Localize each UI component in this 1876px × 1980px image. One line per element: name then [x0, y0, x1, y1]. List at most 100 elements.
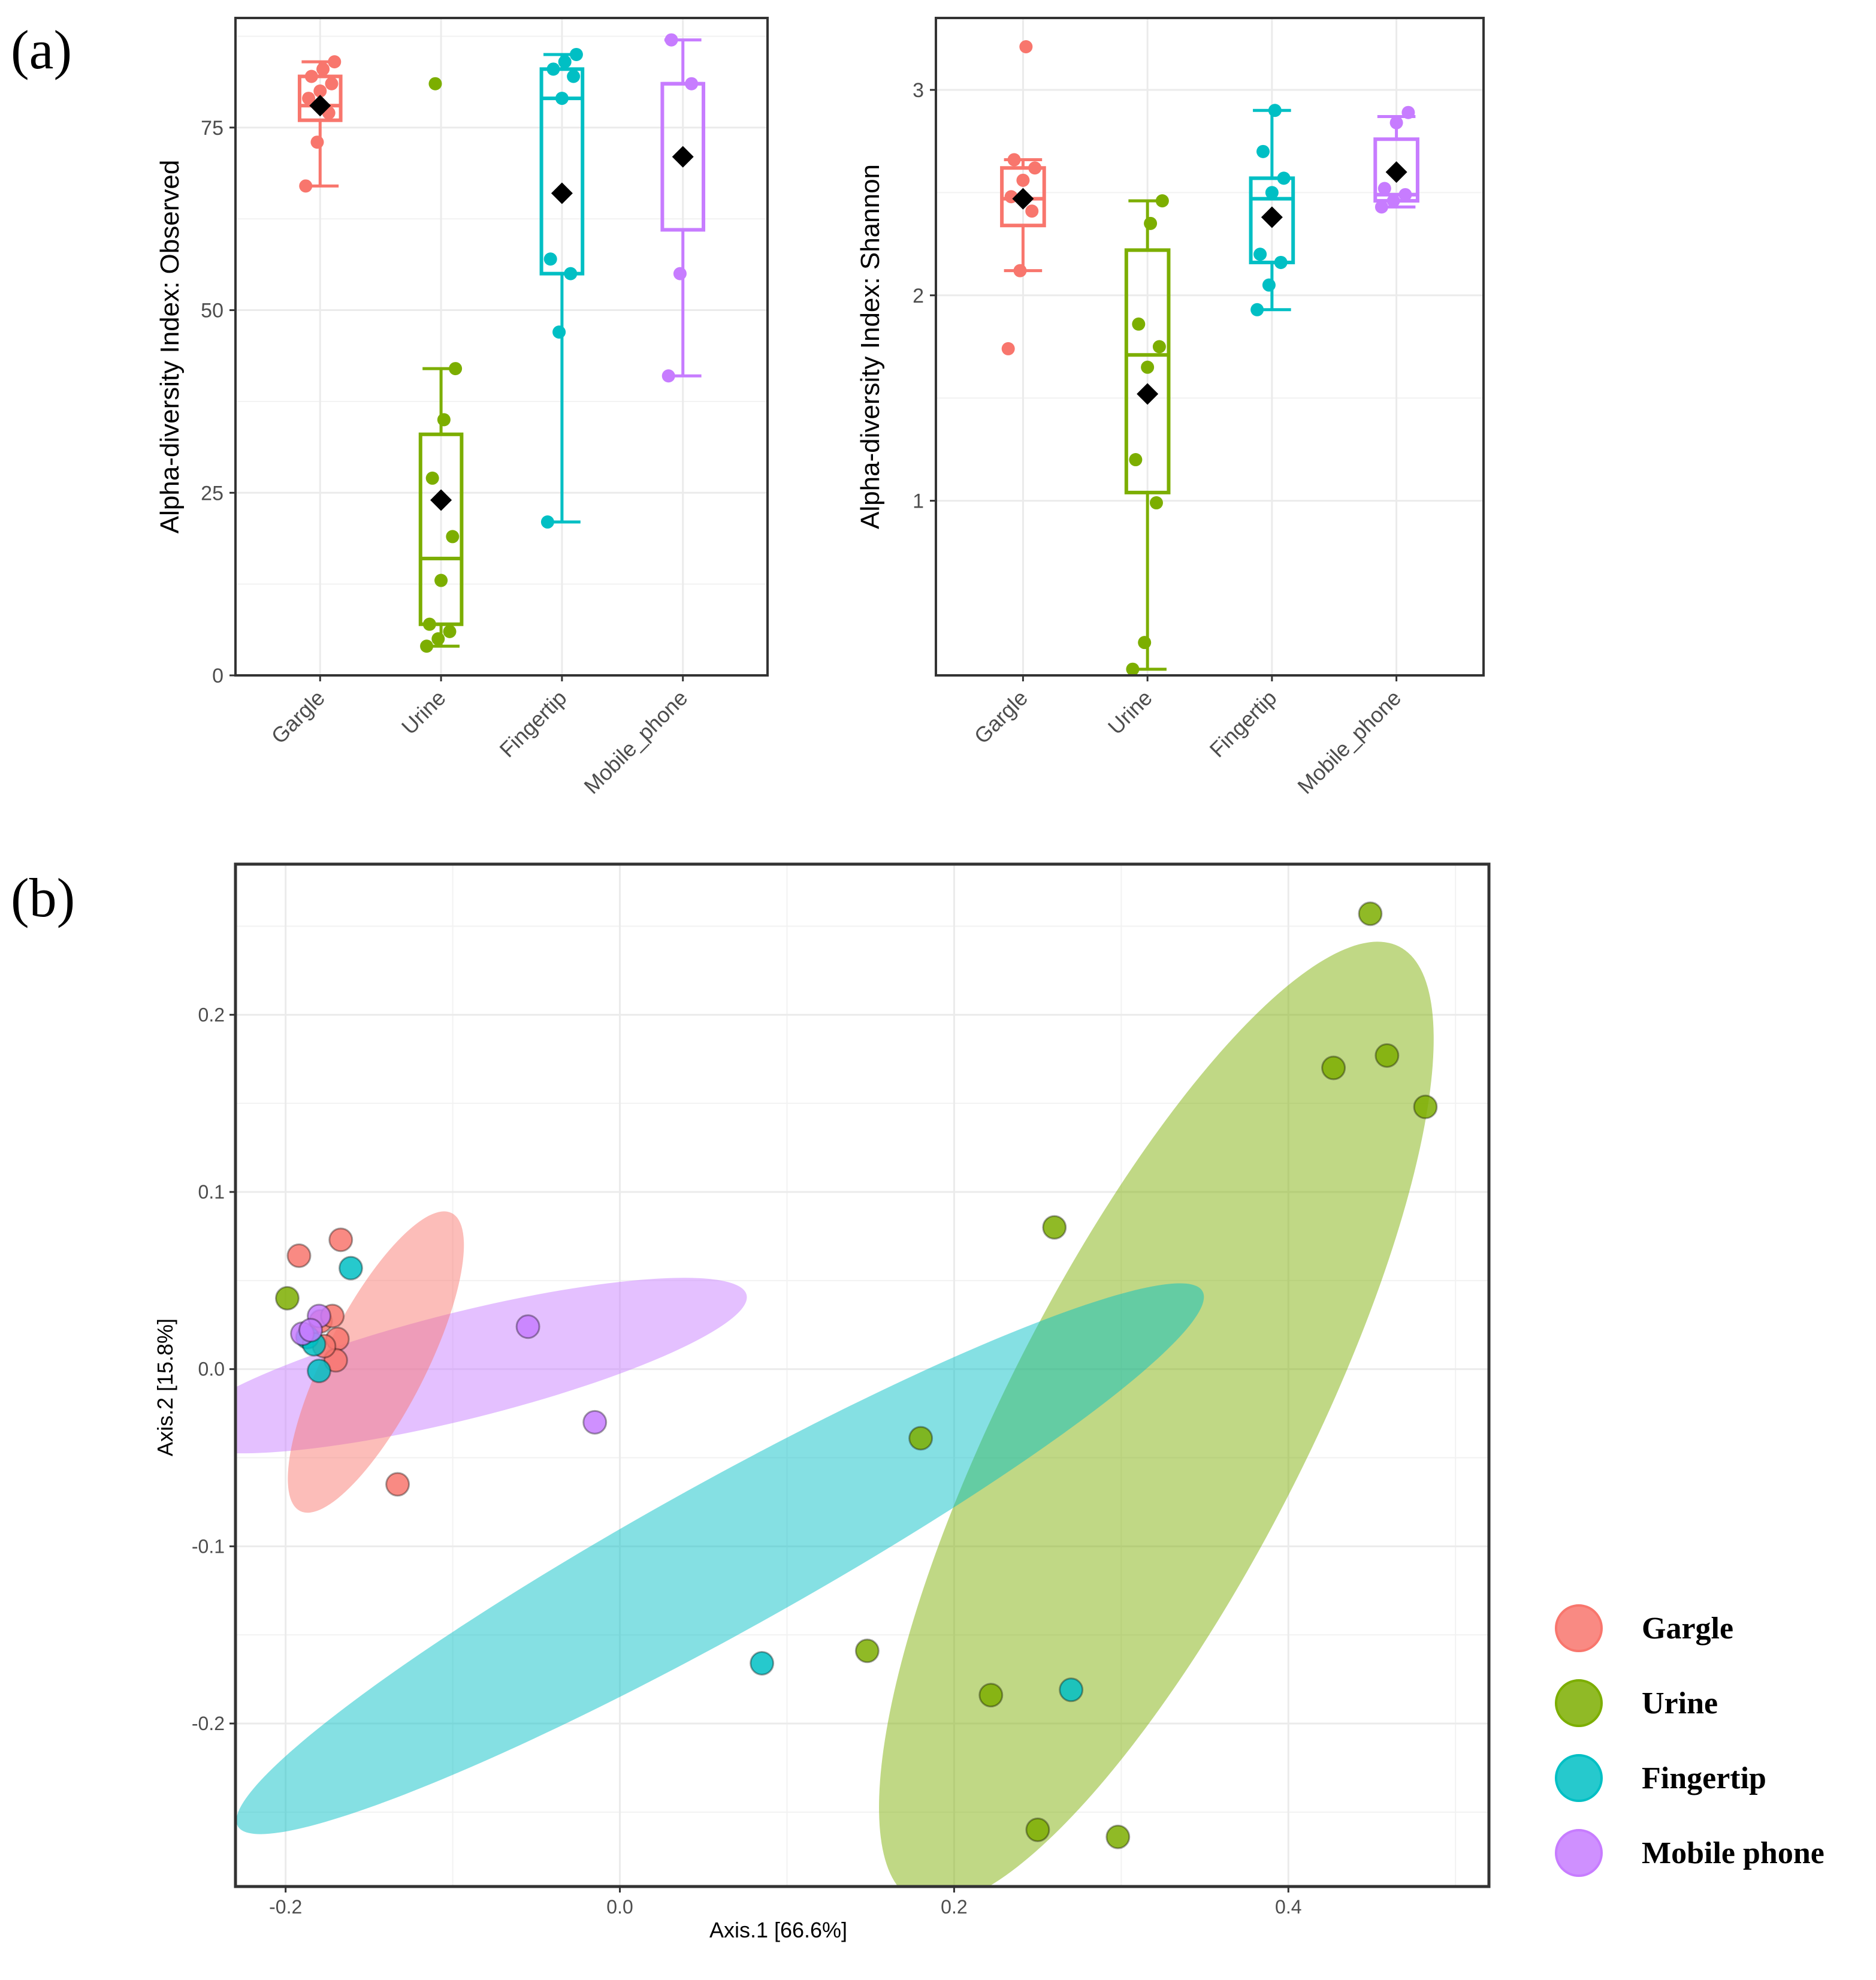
- data-point: [1268, 104, 1282, 117]
- point-urine: [1413, 1094, 1438, 1119]
- data-point: [664, 33, 678, 47]
- ellipse-fingertip: [236, 1283, 1204, 1834]
- y-tick-label: 0.1: [198, 1181, 225, 1203]
- mean-marker: [1261, 206, 1283, 228]
- x-tick-label: Gargle: [969, 686, 1032, 748]
- legend-key-mobile-phone: [1555, 1829, 1603, 1877]
- data-point: [443, 624, 457, 638]
- point-fingertip: [750, 1650, 775, 1676]
- point-urine: [274, 1285, 300, 1311]
- data-point: [661, 369, 675, 383]
- data-point: [302, 92, 316, 105]
- data-point: [1377, 182, 1391, 195]
- data-point: [558, 55, 572, 69]
- point-urine: [908, 1426, 934, 1451]
- data-point: [313, 84, 327, 98]
- point-urine: [854, 1638, 880, 1664]
- data-point: [1149, 496, 1163, 510]
- chart-pcoa: -0.2 0.0 0.2 0.4 -0.2 -0.1 0.0 0.1 0.2 Axis.1 [66…: [153, 862, 1491, 1942]
- plot-frame: [234, 862, 1491, 1888]
- y-tick-label: 25: [201, 482, 223, 505]
- x-tick-label: Mobile_phone: [579, 686, 692, 799]
- data-point: [1007, 153, 1021, 167]
- data-point: [1019, 40, 1033, 53]
- data-point: [1141, 360, 1155, 374]
- box-iqr: [1249, 176, 1295, 264]
- point-fingertip: [306, 1359, 331, 1384]
- data-point: [1265, 186, 1279, 200]
- x-tick-label: Mobile_phone: [1292, 686, 1406, 799]
- data-point: [540, 515, 554, 529]
- box-urine: [418, 77, 464, 653]
- y-tick-label: 0.0: [198, 1359, 225, 1380]
- data-point: [316, 62, 330, 76]
- data-point: [543, 252, 557, 266]
- point-mobile-phone: [515, 1314, 540, 1339]
- data-point: [685, 77, 699, 90]
- plot-frame: [935, 17, 1485, 677]
- box-gargle: [1000, 40, 1046, 355]
- box-iqr: [1124, 248, 1171, 494]
- box-iqr: [1000, 166, 1046, 228]
- x-tick-label: Gargle: [267, 686, 330, 748]
- x-tick-label: Urine: [1103, 686, 1157, 740]
- box-mobile-phone: [1373, 105, 1419, 214]
- data-point: [434, 574, 448, 587]
- data-point: [1028, 161, 1042, 175]
- mean-marker: [309, 95, 331, 117]
- data-point: [1253, 248, 1267, 261]
- point-urine: [1025, 1817, 1050, 1842]
- chart-observed: 0 25 50 75 Gargle Urine Fingertip Mobile_phone A…: [155, 17, 769, 799]
- point-gargle: [328, 1227, 354, 1252]
- y-tick-label: 75: [201, 117, 223, 140]
- y-axis-title: Axis.2 [15.8%]: [153, 1318, 177, 1456]
- x-tick-label: Urine: [397, 686, 451, 740]
- point-mobile-phone: [298, 1318, 324, 1343]
- legend-label-urine: Urine: [1642, 1686, 1718, 1721]
- mean-marker: [430, 489, 452, 511]
- data-point: [304, 70, 318, 83]
- point-fingertip: [338, 1255, 363, 1281]
- legend-key-urine: [1555, 1679, 1603, 1727]
- data-point: [552, 325, 566, 339]
- x-tick-label: 0.0: [606, 1896, 633, 1918]
- box-iqr: [539, 67, 585, 276]
- pcoa-data: [235, 901, 1438, 1887]
- data-point: [1274, 255, 1288, 269]
- point-urine: [1374, 1043, 1400, 1068]
- point-urine: [1358, 901, 1383, 926]
- mean-marker: [1385, 161, 1407, 183]
- point-fingertip: [1059, 1677, 1084, 1703]
- data-point: [1277, 171, 1291, 185]
- y-tick-label: 1: [913, 490, 924, 513]
- y-tick-label: -0.1: [192, 1535, 225, 1557]
- data-point: [567, 70, 581, 83]
- x-axis-title: Axis.1 [66.6%]: [709, 1918, 847, 1942]
- data-point: [428, 77, 442, 90]
- data-point: [1138, 636, 1152, 650]
- ellipse-gargle: [288, 1211, 464, 1513]
- data-point: [310, 135, 324, 149]
- x-tick-label: -0.2: [269, 1896, 302, 1918]
- legend-key-fingertip: [1555, 1754, 1603, 1802]
- point-urine: [1105, 1824, 1131, 1849]
- data-point: [1025, 204, 1039, 218]
- data-point: [1398, 188, 1412, 201]
- legend-label-mobile-phone: Mobile phone: [1642, 1836, 1824, 1870]
- y-tick-label: 3: [913, 79, 924, 102]
- data-point: [425, 471, 439, 485]
- data-point: [1152, 340, 1166, 354]
- data-point: [422, 617, 436, 631]
- box-iqr: [418, 432, 464, 626]
- data-point: [1001, 342, 1015, 355]
- x-tick-label: Fingertip: [495, 686, 572, 762]
- legend-label-fingertip: Fingertip: [1642, 1761, 1766, 1795]
- data-point: [1155, 194, 1169, 208]
- data-point: [1250, 303, 1264, 316]
- data-point: [1129, 453, 1143, 467]
- legend-key-gargle: [1555, 1604, 1603, 1652]
- y-axis-title: Alpha-diversity Index: Observed: [155, 160, 185, 534]
- box-fingertip: [1249, 104, 1295, 316]
- plot-frame: [234, 17, 769, 677]
